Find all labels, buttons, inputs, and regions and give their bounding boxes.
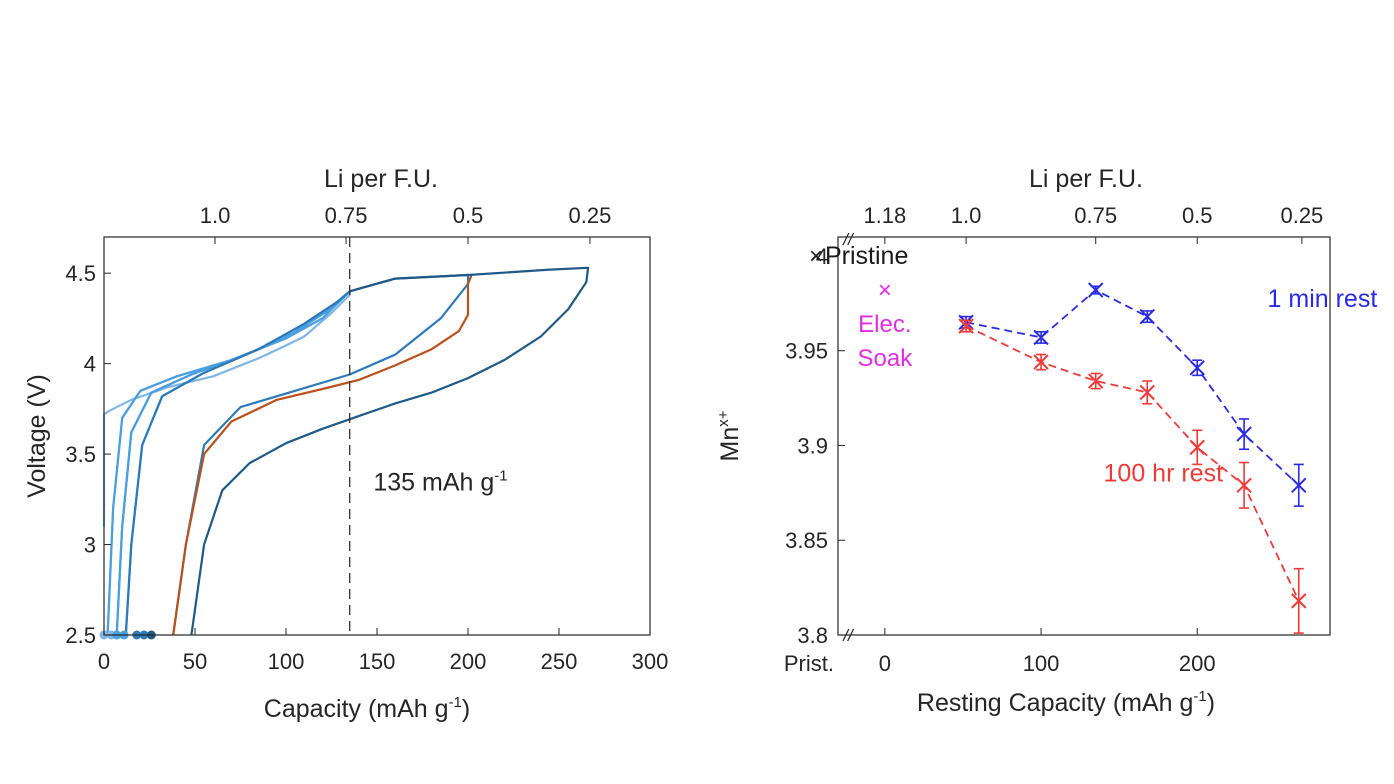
left-x-axis-label: Capacity (mAh g-1): [264, 694, 470, 723]
voltage-capacity-chart: 0 50 100 150 200 250 300 2.5 3 3.5 4 4.5 1.0 0.75 0.5 0…: [23, 165, 668, 723]
y-tick-label: 3.95: [785, 339, 828, 364]
data-point: [1291, 593, 1307, 609]
x-tick-label: 100: [268, 649, 305, 674]
left-plot-frame: [103, 236, 651, 636]
pristine-label: Pristine: [825, 242, 908, 270]
mn-valence-chart: 1 min rest 100 hr rest 0 100 200 Prist. 3.8 3.…: [715, 165, 1377, 717]
series-line: [965, 289, 1300, 486]
x-tick-label: 0: [98, 649, 110, 674]
y-tick-label: 4.5: [65, 261, 96, 286]
axis-break-top: //: [842, 230, 855, 249]
capacity-marker-label: 135 mAh g-1: [373, 467, 507, 496]
series-one-min-rest: 1 min rest: [958, 282, 1378, 507]
x-tick-label: 0: [879, 651, 891, 676]
x-tick-label: 250: [541, 649, 578, 674]
pristine-marker: ×: [809, 243, 823, 270]
data-point: [1139, 308, 1155, 325]
data-point: [1088, 282, 1104, 298]
top-tick-label: 1.0: [200, 203, 231, 228]
y-tick-label: 3.85: [785, 528, 828, 553]
right-y-axis-label: Mnx+: [715, 410, 744, 461]
y-tick-label: 3.5: [65, 442, 96, 467]
right-axis-ticks: 0 100 200 Prist. 3.8 3.85 3.9 3.95 1.18 1.0 0.75 0.…: [784, 203, 1323, 676]
data-point: [1139, 384, 1155, 401]
x-tick-label: 200: [450, 649, 487, 674]
series-label: 100 hr rest: [1104, 459, 1224, 487]
top-tick-label: 0.25: [569, 203, 612, 228]
top-tick-label: 0.75: [1074, 203, 1117, 228]
top-tick-label: 0.25: [1280, 203, 1323, 228]
elec-soak-label-1: Elec.: [858, 311, 911, 338]
data-point: [1236, 477, 1252, 493]
valence-series: 1 min rest 100 hr rest: [958, 282, 1378, 634]
data-point: [1236, 426, 1252, 442]
x-tick-label: 300: [632, 649, 669, 674]
voltage-curve-3: [115, 290, 351, 636]
top-tick-label: 0.5: [1182, 203, 1213, 228]
voltage-curve-4: [124, 273, 470, 636]
data-point: [1088, 373, 1104, 389]
top-tick-label: 1.0: [951, 203, 982, 228]
data-point: [1291, 477, 1307, 493]
data-point: [1033, 329, 1049, 346]
top-tick-label: 0.5: [453, 203, 484, 228]
left-axis-ticks: 0 50 100 150 200 250 300 2.5 3 3.5 4 4.5 1.0 0.75 0.5 0…: [65, 203, 668, 674]
voltage-curve-2: [106, 290, 351, 636]
right-annotations: 4× Pristine×Elec.Soak: [809, 242, 913, 372]
pristine-y-label: 4: [816, 244, 828, 269]
y-tick-label: 4: [84, 352, 96, 377]
elec-soak-marker: ×: [878, 277, 892, 304]
right-plot-frame: [837, 236, 1331, 636]
y-tick-label: 3: [84, 533, 96, 558]
y-tick-label: 2.5: [65, 623, 96, 648]
y-tick-label: 3.8: [797, 623, 828, 648]
x-tick-label: 150: [359, 649, 396, 674]
data-point: [1033, 354, 1049, 370]
left-y-axis-label: Voltage (V): [23, 374, 51, 498]
right-x-axis-label: Resting Capacity (mAh g-1): [917, 688, 1215, 717]
top-tick-label: 0.75: [325, 203, 368, 228]
voltage-curve-5: [172, 274, 473, 636]
x-tick-label: 50: [183, 649, 207, 674]
data-point: [1189, 439, 1205, 456]
x-tick-label: 200: [1179, 651, 1216, 676]
top-tick-label: 1.18: [863, 203, 906, 228]
series-hundred-hr-rest: 100 hr rest: [958, 318, 1307, 634]
y-tick-label: 3.9: [797, 433, 828, 458]
axis-break-bottom: //: [842, 626, 855, 645]
left-top-axis-label: Li per F.U.: [324, 165, 438, 193]
voltage-curves: [102, 266, 590, 636]
elec-soak-label-2: Soak: [858, 345, 914, 372]
right-top-axis-label: Li per F.U.: [1029, 165, 1143, 193]
data-point: [958, 318, 974, 334]
pristine-x-label: Prist.: [784, 651, 834, 676]
series-label: 1 min rest: [1268, 285, 1378, 313]
voltage-curve-6: [190, 266, 590, 636]
x-tick-label: 100: [1023, 651, 1060, 676]
data-point: [1189, 360, 1205, 376]
